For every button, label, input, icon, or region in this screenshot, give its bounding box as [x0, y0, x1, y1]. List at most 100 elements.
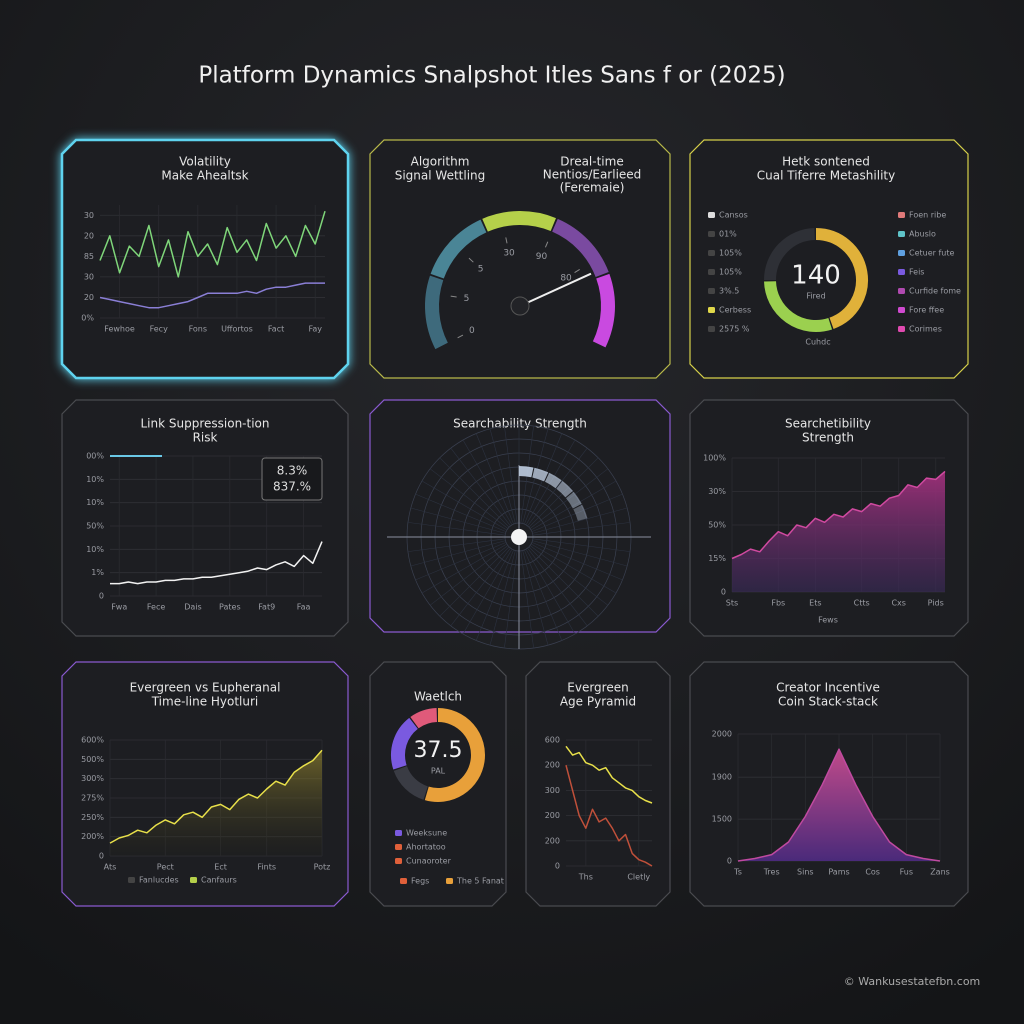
series-line: [565, 745, 653, 804]
x-tick-label: Fay: [308, 325, 322, 334]
legend-label: Curfide fome: [909, 287, 961, 296]
annotation-text: 837.%: [273, 480, 311, 494]
y-tick-label: 200: [545, 811, 560, 820]
center-label: Fired: [806, 292, 825, 301]
polar-spoke: [504, 425, 518, 524]
panel-title: Creator Incentive: [776, 681, 880, 695]
legend-swatch: [128, 877, 135, 883]
gauge-tick-label: 90: [536, 252, 548, 262]
legend-swatch: [898, 250, 905, 256]
polar-spoke: [407, 522, 506, 536]
polar-arc: [573, 504, 588, 522]
legend-label: Feis: [909, 268, 924, 277]
y-tick-label: 30%: [708, 487, 726, 496]
annotation-box: [261, 457, 323, 501]
x-tick-label: Fints: [257, 863, 276, 872]
x-tick-label: Ts: [733, 868, 742, 877]
panel-footer: Cuhdc: [805, 338, 830, 347]
polar-arc: [565, 491, 582, 509]
y-tick-label: 300%: [81, 774, 104, 783]
x-tick-label: Fat9: [258, 603, 275, 612]
x-tick-label: Fece: [147, 603, 165, 612]
x-tick-label: Zans: [930, 868, 950, 877]
y-tick-label: 30: [84, 272, 94, 281]
donut-segment: [764, 228, 816, 281]
polar-spoke: [530, 543, 617, 594]
panel-title: Searchability Strength: [453, 417, 587, 431]
polar-spoke: [531, 493, 623, 532]
x-tick-label: Sins: [797, 868, 814, 877]
legend-label: Fore ffee: [909, 306, 944, 315]
legend-label: 105%: [719, 249, 742, 258]
legend-swatch: [446, 878, 453, 884]
legend-swatch: [898, 326, 905, 332]
y-tick-label: 300: [545, 786, 560, 795]
polar-spoke: [529, 545, 609, 606]
donut-segment: [393, 765, 429, 800]
polar-spoke: [415, 542, 507, 581]
center-value: 140: [791, 261, 841, 291]
y-tick-label: 0: [99, 852, 104, 861]
gauge-hub: [510, 296, 530, 316]
gauge-band: [592, 273, 615, 348]
y-tick-label: 275%: [81, 794, 104, 803]
annotation-text: 8.3%: [277, 464, 308, 478]
y-tick-label: 1%: [91, 568, 104, 577]
x-tick-label: Dais: [184, 603, 201, 612]
donut-segment: [424, 708, 485, 802]
gauge-tick: [505, 237, 508, 244]
donut-segment: [815, 228, 868, 329]
gauge-tick-label: 5: [464, 294, 470, 304]
polar-spoke: [421, 480, 508, 531]
gauge-band: [425, 275, 448, 350]
legend-swatch: [708, 288, 715, 294]
gauge-tick-label: 5: [478, 265, 484, 275]
y-tick-label: 200%: [81, 832, 104, 841]
panel-title: Volatility: [179, 155, 231, 169]
x-tick-label: Tres: [763, 868, 780, 877]
legend-swatch: [708, 250, 715, 256]
polar-spoke: [530, 480, 617, 531]
page-title: Platform Dynamics Snalpshot Itles Sans f…: [198, 63, 785, 89]
polar-spoke: [489, 428, 516, 524]
panel: [369, 139, 671, 379]
polar-spoke: [532, 522, 631, 536]
x-tick-label: Fwa: [111, 603, 127, 612]
y-tick-label: 50%: [708, 521, 726, 530]
polar-center: [511, 529, 527, 545]
donut-segment: [764, 280, 833, 332]
polar-spoke: [429, 545, 509, 606]
polar-spoke: [527, 447, 588, 527]
polar-spoke: [525, 548, 576, 635]
series-line: [99, 282, 325, 309]
polar-spoke: [450, 547, 511, 627]
legend-label: Cetuer fute: [909, 249, 954, 258]
legend-swatch: [898, 212, 905, 218]
y-tick-label: 0: [727, 857, 732, 866]
area-fill: [738, 749, 940, 861]
panel-subtitle: Nentios/Earlieed: [543, 168, 642, 182]
x-tick-label: Potz: [314, 863, 331, 872]
legend-swatch: [898, 231, 905, 237]
polar-spoke: [475, 549, 514, 641]
panel-subtitle: (Feremaie): [560, 181, 625, 195]
x-tick-label: Uffortos: [221, 325, 253, 334]
x-tick-label: Sts: [726, 599, 738, 608]
legend-swatch: [395, 844, 402, 850]
gauge-tick-label: 0: [469, 326, 475, 336]
legend-label: The 5 Fanat: [456, 877, 504, 886]
polar-spoke: [531, 542, 623, 581]
panel: [525, 661, 671, 907]
panel-title: Searchetibility: [785, 417, 871, 431]
gauge-needle: [519, 272, 592, 307]
polar-spoke: [520, 550, 534, 649]
polar-arc: [518, 466, 534, 478]
panel-title: Time-line Hyotluri: [151, 695, 259, 709]
x-tick-label: Faa: [297, 603, 311, 612]
polar-spoke: [421, 543, 508, 594]
x-tick-label: Fewhoe: [104, 325, 135, 334]
gauge-tick: [457, 334, 464, 339]
legend-label: 105%: [719, 268, 742, 277]
polar-spoke: [504, 550, 518, 649]
panel-title: Coin Stack-stack: [778, 695, 878, 709]
